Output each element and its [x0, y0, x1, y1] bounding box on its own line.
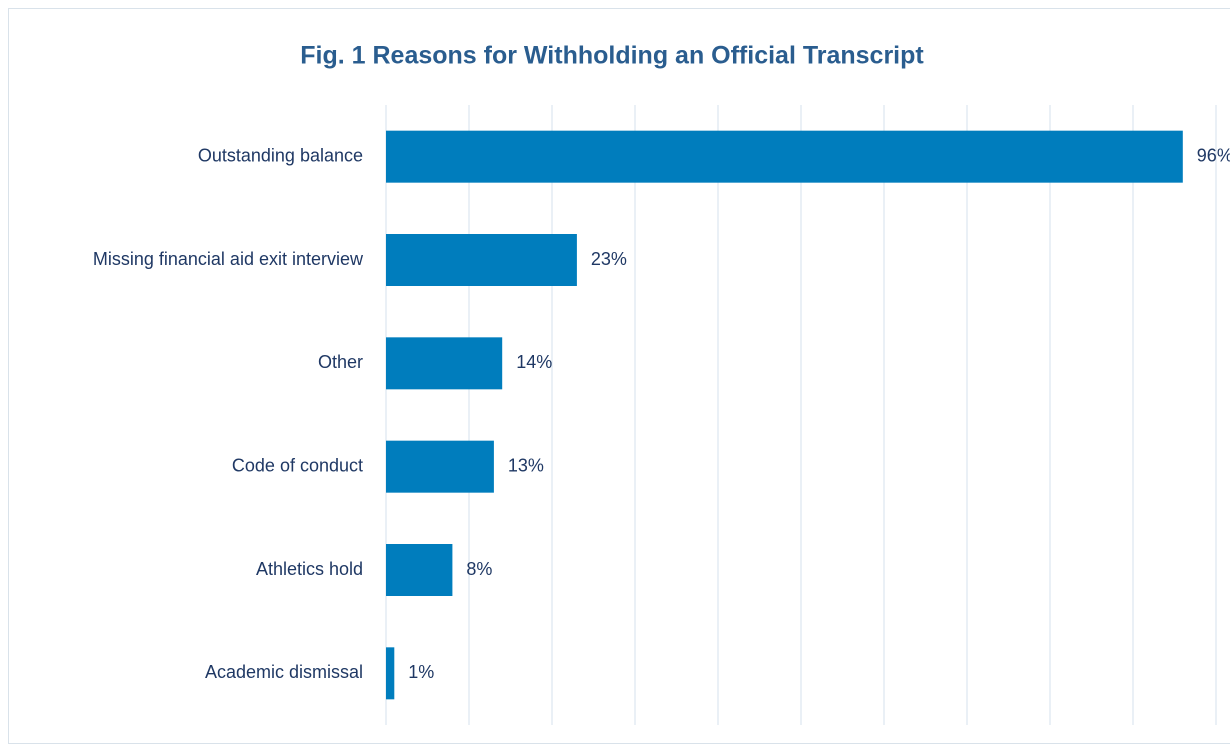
data-label: 14%: [516, 352, 552, 372]
y-tick-label: Athletics hold: [256, 559, 363, 579]
chart-border: [8, 8, 1230, 744]
y-tick-label: Code of conduct: [232, 455, 363, 475]
bar: [386, 234, 577, 286]
chart-title: Fig. 1 Reasons for Withholding an Offici…: [300, 42, 924, 70]
data-label: 8%: [466, 559, 492, 579]
y-tick-label: Outstanding balance: [198, 145, 363, 165]
bar: [386, 647, 395, 700]
y-tick-label: Academic dismissal: [205, 662, 363, 682]
data-label: 1%: [408, 662, 434, 682]
bar: [386, 337, 503, 390]
data-label: 96%: [1197, 145, 1230, 165]
data-label: 23%: [591, 249, 627, 269]
bar: [386, 440, 494, 493]
y-tick-label: Other: [318, 352, 363, 372]
data-label: 13%: [508, 455, 544, 475]
y-tick-label: Missing financial aid exit interview: [93, 249, 364, 269]
bar: [386, 544, 453, 596]
bar: [386, 130, 1183, 183]
